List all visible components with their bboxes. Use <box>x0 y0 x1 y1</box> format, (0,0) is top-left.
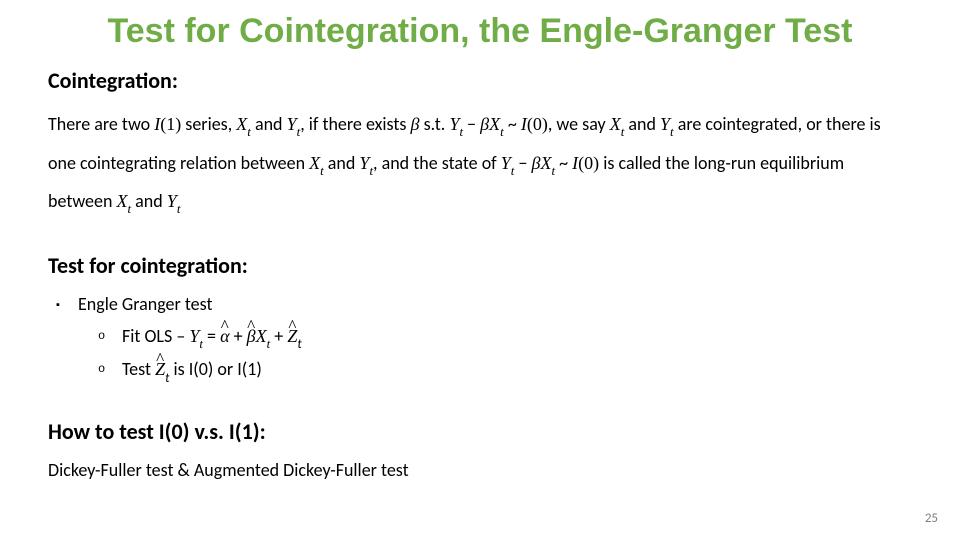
square-bullet-icon: ▪ <box>56 293 78 314</box>
heading-test: Test for cointegration: <box>48 252 912 279</box>
section-howto: How to test I(0) v.s. I(1): Dickey-Fulle… <box>48 418 912 481</box>
circle-bullet-icon: o <box>98 323 122 349</box>
page-number: 25 <box>925 511 938 526</box>
sub-bullet-fit-ols: o Fit OLS – Yt = α + βXt + Zt <box>98 323 912 357</box>
bullet-engle-granger: ▪ Engle Granger test <box>56 293 912 315</box>
body-howto: Dickey-Fuller test & Augmented Dickey-Fu… <box>48 459 912 481</box>
section-test: Test for cointegration: ▪ Engle Granger … <box>48 252 912 390</box>
sub-bullet-fit-ols-text: Fit OLS – Yt = α + βXt + Zt <box>122 323 302 357</box>
section-cointegration: Cointegration: There are two I(1) series… <box>48 67 912 224</box>
slide-title: Test for Cointegration, the Engle-Grange… <box>48 12 912 51</box>
bullet-engle-granger-label: Engle Granger test <box>78 293 213 315</box>
sub-bullet-test-z-text: Test Zt is I(0) or I(1) <box>122 356 262 390</box>
heading-cointegration: Cointegration: <box>48 67 912 94</box>
circle-bullet-icon: o <box>98 356 122 382</box>
heading-howto: How to test I(0) v.s. I(1): <box>48 418 912 445</box>
sub-bullet-test-z: o Test Zt is I(0) or I(1) <box>98 356 912 390</box>
body-cointegration: There are two I(1) series, Xt and Yt, if… <box>48 108 912 224</box>
slide: Test for Cointegration, the Engle-Grange… <box>0 0 960 540</box>
